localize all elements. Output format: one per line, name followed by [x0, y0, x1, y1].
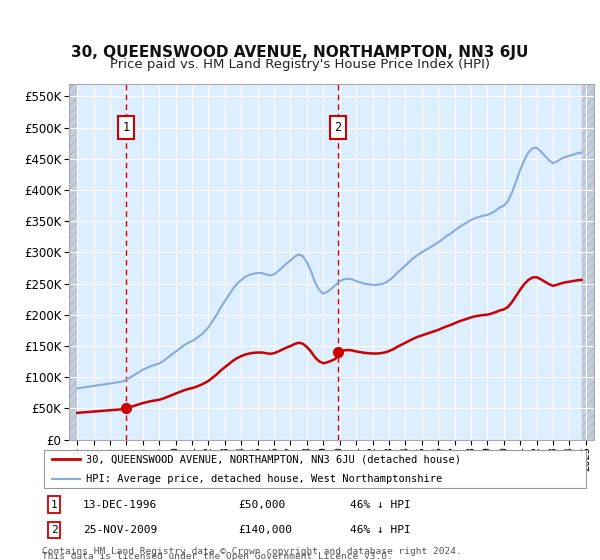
Bar: [69, 84, 77, 440]
Text: HPI: Average price, detached house, West Northamptonshire: HPI: Average price, detached house, West…: [86, 474, 442, 484]
Text: 1: 1: [50, 500, 58, 510]
Bar: [581, 84, 594, 440]
Text: 2: 2: [335, 121, 341, 134]
Text: £140,000: £140,000: [239, 525, 293, 535]
Text: 46% ↓ HPI: 46% ↓ HPI: [350, 525, 411, 535]
Text: 25-NOV-2009: 25-NOV-2009: [83, 525, 157, 535]
Text: 30, QUEENSWOOD AVENUE, NORTHAMPTON, NN3 6JU: 30, QUEENSWOOD AVENUE, NORTHAMPTON, NN3 …: [71, 45, 529, 59]
FancyBboxPatch shape: [44, 450, 586, 488]
Text: This data is licensed under the Open Government Licence v3.0.: This data is licensed under the Open Gov…: [42, 552, 393, 560]
Text: 30, QUEENSWOOD AVENUE, NORTHAMPTON, NN3 6JU (detached house): 30, QUEENSWOOD AVENUE, NORTHAMPTON, NN3 …: [86, 454, 461, 464]
Text: 46% ↓ HPI: 46% ↓ HPI: [350, 500, 411, 510]
Text: 1: 1: [122, 121, 130, 134]
Text: £50,000: £50,000: [239, 500, 286, 510]
Text: Contains HM Land Registry data © Crown copyright and database right 2024.: Contains HM Land Registry data © Crown c…: [42, 547, 462, 556]
Text: 13-DEC-1996: 13-DEC-1996: [83, 500, 157, 510]
Text: 2: 2: [50, 525, 58, 535]
Text: Price paid vs. HM Land Registry's House Price Index (HPI): Price paid vs. HM Land Registry's House …: [110, 58, 490, 72]
